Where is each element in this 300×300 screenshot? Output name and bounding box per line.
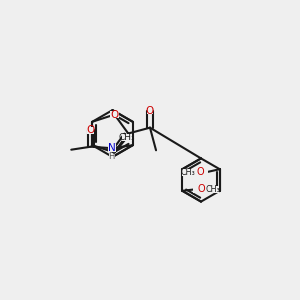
FancyBboxPatch shape (207, 186, 219, 193)
Text: CH₃: CH₃ (119, 133, 135, 142)
FancyBboxPatch shape (194, 186, 208, 193)
Text: H: H (109, 152, 115, 161)
Text: O: O (146, 106, 154, 116)
Text: O: O (196, 167, 204, 177)
FancyBboxPatch shape (147, 108, 153, 115)
FancyBboxPatch shape (110, 111, 119, 118)
FancyBboxPatch shape (182, 169, 194, 175)
FancyBboxPatch shape (108, 144, 116, 152)
Text: CH₃: CH₃ (181, 168, 196, 177)
FancyBboxPatch shape (109, 154, 115, 160)
Text: N: N (108, 143, 116, 153)
FancyBboxPatch shape (88, 127, 94, 134)
Text: O: O (87, 125, 95, 135)
FancyBboxPatch shape (193, 169, 208, 176)
FancyBboxPatch shape (122, 134, 132, 141)
Text: O: O (197, 184, 205, 194)
Text: O: O (110, 110, 118, 120)
Text: CH₃: CH₃ (206, 185, 220, 194)
